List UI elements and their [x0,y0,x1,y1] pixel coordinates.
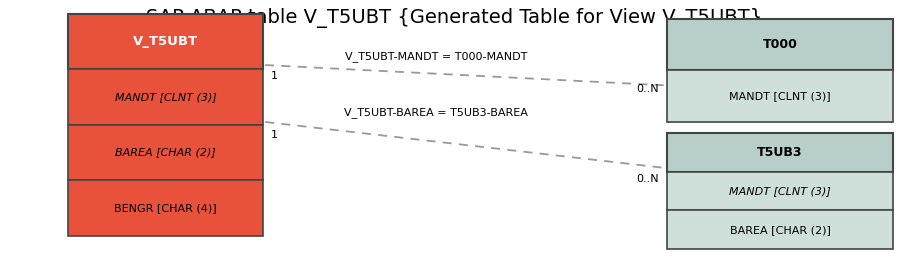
FancyBboxPatch shape [667,19,893,70]
Text: T5UB3: T5UB3 [757,146,803,159]
FancyBboxPatch shape [68,180,263,236]
Text: V_T5UBT-BAREA = T5UB3-BAREA: V_T5UBT-BAREA = T5UB3-BAREA [344,107,528,118]
Text: V_T5UBT-MANDT = T000-MANDT: V_T5UBT-MANDT = T000-MANDT [345,51,527,62]
FancyBboxPatch shape [68,14,263,69]
Text: BAREA [CHAR (2)]: BAREA [CHAR (2)] [115,147,216,157]
Text: SAP ABAP table V_T5UBT {Generated Table for View V_T5UBT}: SAP ABAP table V_T5UBT {Generated Table … [146,8,762,28]
FancyBboxPatch shape [667,70,893,122]
Text: MANDT [CLNT (3)]: MANDT [CLNT (3)] [114,92,217,102]
Text: 0..N: 0..N [637,174,659,184]
FancyBboxPatch shape [667,133,893,172]
Text: 0..N: 0..N [637,85,659,94]
Text: MANDT [CLNT (3)]: MANDT [CLNT (3)] [729,91,831,101]
Text: V_T5UBT: V_T5UBT [133,35,198,48]
Text: 1: 1 [271,71,278,81]
FancyBboxPatch shape [667,211,893,249]
Text: BAREA [CHAR (2)]: BAREA [CHAR (2)] [729,225,831,235]
FancyBboxPatch shape [667,172,893,211]
FancyBboxPatch shape [68,69,263,125]
Text: MANDT [CLNT (3)]: MANDT [CLNT (3)] [729,186,831,196]
Text: 1: 1 [271,131,278,140]
Text: T000: T000 [763,38,797,51]
Text: BENGR [CHAR (4)]: BENGR [CHAR (4)] [114,203,217,213]
FancyBboxPatch shape [68,125,263,180]
